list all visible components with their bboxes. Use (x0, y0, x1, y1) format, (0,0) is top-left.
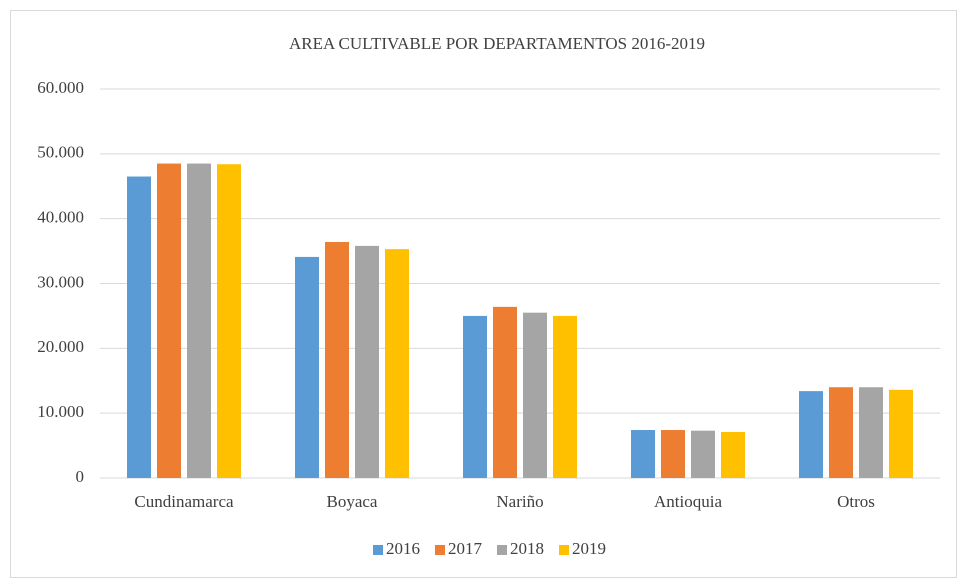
bar (463, 315, 487, 478)
y-tick-label: 60.000 (37, 78, 84, 97)
legend-swatch (497, 545, 507, 555)
x-tick-label: Cundinamarca (134, 492, 234, 511)
legend-swatch (435, 545, 445, 555)
bar (889, 389, 913, 478)
bar (661, 430, 685, 478)
bar (631, 430, 655, 478)
y-tick-label: 10.000 (37, 402, 84, 421)
legend-label: 2018 (510, 539, 544, 558)
y-tick-label: 20.000 (37, 337, 84, 356)
legend-swatch (559, 545, 569, 555)
bar (385, 249, 409, 478)
bar (691, 430, 715, 478)
bar (799, 391, 823, 478)
legend-swatch (373, 545, 383, 555)
bar (127, 176, 151, 478)
y-tick-label: 50.000 (37, 143, 84, 162)
bar (859, 387, 883, 478)
bar (355, 245, 379, 478)
legend-label: 2016 (386, 539, 420, 558)
bar (493, 306, 517, 478)
bar (295, 256, 319, 478)
y-tick-label: 0 (76, 467, 85, 486)
x-tick-label: Boyaca (327, 492, 378, 511)
bar (523, 312, 547, 478)
legend-label: 2019 (572, 539, 606, 558)
bar (187, 163, 211, 478)
bar (721, 431, 745, 478)
bar (829, 387, 853, 478)
x-tick-label: Otros (837, 492, 875, 511)
bar (217, 164, 241, 478)
legend-label: 2017 (448, 539, 483, 558)
bar (157, 163, 181, 478)
bar (553, 315, 577, 478)
x-tick-label: Antioquia (654, 492, 722, 511)
x-tick-label: Nariño (496, 492, 543, 511)
bar (325, 242, 349, 478)
y-tick-label: 40.000 (37, 208, 84, 227)
y-tick-label: 30.000 (37, 272, 84, 291)
chart-title: AREA CULTIVABLE POR DEPARTAMENTOS 2016-2… (289, 34, 705, 53)
